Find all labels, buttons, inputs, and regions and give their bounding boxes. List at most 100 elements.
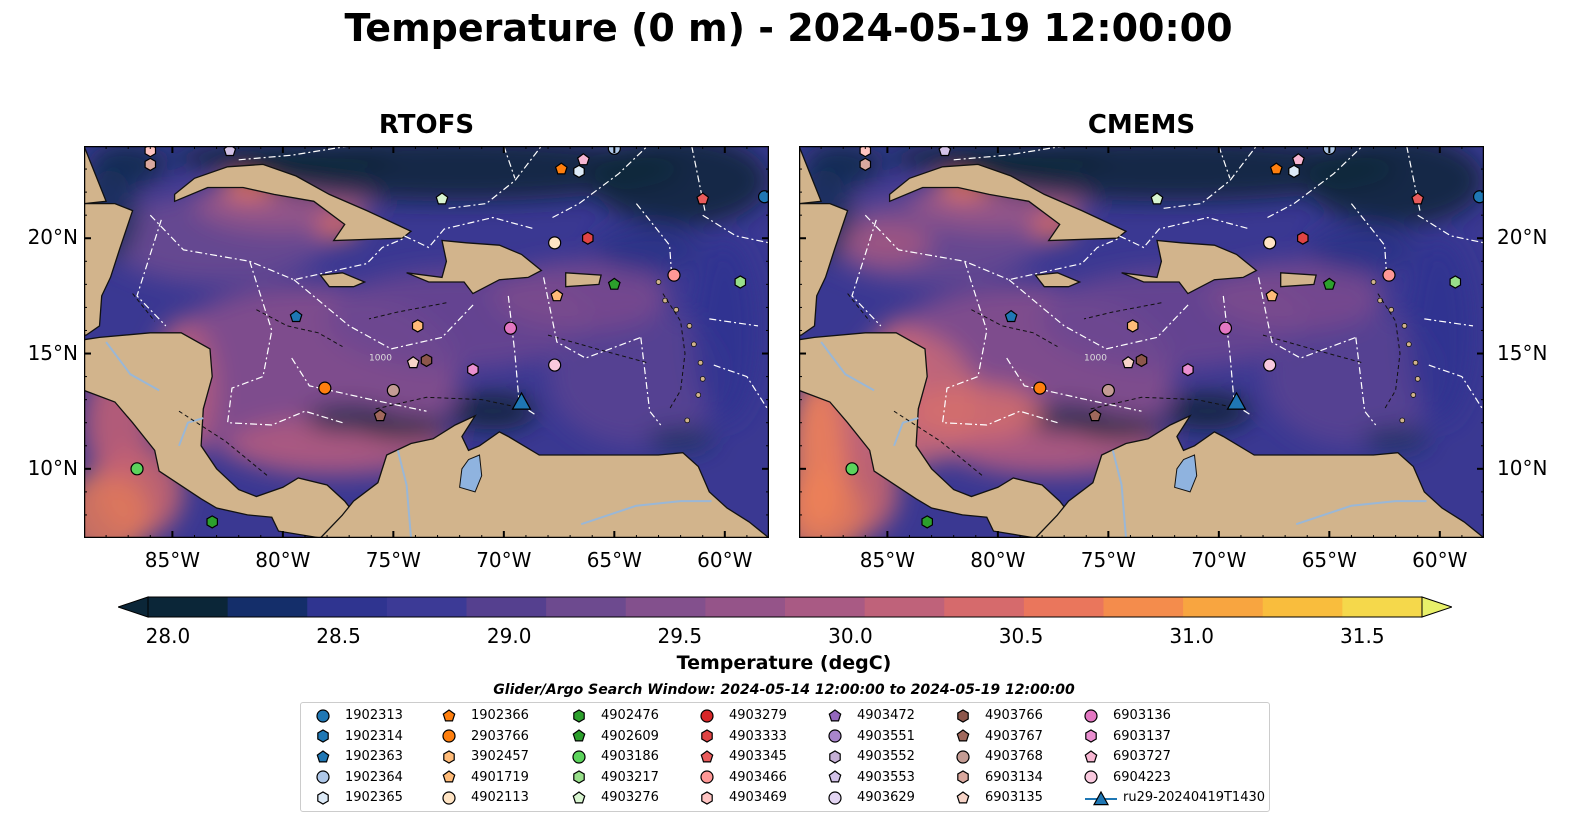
marker-2903766 xyxy=(1033,381,1047,395)
eez-boundary xyxy=(149,214,405,281)
marker-6903135 xyxy=(1121,356,1135,369)
legend-marker-hexagon-icon xyxy=(443,749,455,764)
colorbar-segment xyxy=(864,597,945,617)
lat-tick-right: 10°N xyxy=(1497,455,1548,480)
marker-4903766 xyxy=(420,353,433,368)
marker-ru29-20240419T1430 xyxy=(1226,391,1247,410)
lat-tick-right: 15°N xyxy=(1497,340,1548,365)
marker-1902363 xyxy=(1004,309,1018,323)
lon-tick-right: 85°W xyxy=(859,548,915,572)
legend-label: 4903551 xyxy=(857,728,915,744)
marker-4903186 xyxy=(845,462,859,476)
land-north-america xyxy=(799,146,849,336)
land-hispaniola xyxy=(406,239,543,295)
land-yucatan-extra xyxy=(84,146,108,205)
legend-entry: 1902313 xyxy=(315,705,403,726)
legend-label: 4903217 xyxy=(601,769,659,785)
bathymetry-contour xyxy=(368,302,447,320)
colorbar xyxy=(118,596,1452,618)
colorbar-tick-label: 29.5 xyxy=(657,624,703,648)
eez-boundary xyxy=(448,146,542,209)
bathymetry-contour xyxy=(256,309,343,348)
marker-4903333 xyxy=(582,231,594,245)
marker-4901719 xyxy=(550,289,564,302)
land-south-america xyxy=(84,414,769,538)
bathymetry-contour xyxy=(1090,396,1231,410)
colorbar-tick-label: 30.0 xyxy=(828,624,873,648)
platform-markers xyxy=(845,146,1484,529)
marker-4902113 xyxy=(1263,236,1277,250)
bathymetry-contour xyxy=(893,410,983,477)
lon-tick-left: 70°W xyxy=(476,548,532,572)
legend-entry: 1902364 xyxy=(315,767,403,788)
colorbar-segment xyxy=(705,597,786,617)
legend-marker-circle-icon xyxy=(316,708,330,723)
marker-1902366 xyxy=(1269,162,1283,175)
marker-4903768 xyxy=(1101,383,1115,398)
marker-4902609 xyxy=(1322,277,1336,290)
eez-boundary xyxy=(713,364,769,412)
legend-entry: 4903552 xyxy=(827,746,915,767)
map-frame xyxy=(84,146,769,538)
eez-boundary xyxy=(226,261,343,426)
island xyxy=(695,392,702,398)
legend-entry: 4903217 xyxy=(571,767,659,788)
marker-1902365 xyxy=(1288,164,1300,179)
legend-label: 1902314 xyxy=(345,728,403,744)
legend-label: 4902476 xyxy=(601,708,659,723)
marker-2903766 xyxy=(318,381,332,395)
lat-tick-left: 15°N xyxy=(27,340,78,365)
land-central-america xyxy=(84,332,355,538)
bathymetry-contour xyxy=(547,334,648,364)
legend-entry: 4903629 xyxy=(827,787,915,808)
colorbar-segment xyxy=(1103,597,1184,617)
marker-4903186 xyxy=(130,462,144,476)
eez-boundary xyxy=(709,318,759,327)
map-panel-cmems: 1000 xyxy=(799,146,1484,538)
eez-boundary xyxy=(691,146,706,211)
colorbar-tick-label: 31.5 xyxy=(1340,624,1385,648)
land-jamaica xyxy=(1034,272,1082,288)
eez-boundary xyxy=(1355,337,1377,426)
eez-boundary xyxy=(1424,318,1474,327)
legend-marker-hexagon-icon xyxy=(1085,729,1097,743)
legend: 1902313 1902314 1902363 1902364 1902365 19023… xyxy=(300,702,1270,812)
eez-boundary xyxy=(1258,277,1357,359)
legend-label: 4903186 xyxy=(601,749,659,764)
panel-title-rtofs: RTOFS xyxy=(378,110,475,140)
marker-4903553 xyxy=(938,146,952,157)
marker-4903276 xyxy=(435,192,449,205)
eez-boundary xyxy=(293,279,476,350)
island xyxy=(655,279,662,285)
legend-entry: 4903469 xyxy=(699,787,787,808)
legend-marker-circle-icon xyxy=(1084,770,1098,784)
colorbar-max-extend xyxy=(1421,596,1452,618)
marker-4903217 xyxy=(734,275,747,289)
eez-boundary xyxy=(291,357,427,412)
land-cuba xyxy=(888,163,1128,242)
marker-4902609 xyxy=(607,277,621,290)
legend-label: 6903137 xyxy=(1113,728,1171,744)
colorbar-segment xyxy=(944,597,1025,617)
land-north-america xyxy=(84,146,134,336)
lake-maracaibo xyxy=(459,454,483,493)
marker-6903136 xyxy=(503,321,518,335)
colorbar-segment xyxy=(466,597,547,617)
legend-label: 4903279 xyxy=(729,708,787,723)
legend-marker-pentagon-icon xyxy=(956,790,970,803)
colorbar-segment xyxy=(1183,597,1264,617)
legend-marker-circle-icon xyxy=(442,729,456,743)
legend-label: 4903466 xyxy=(729,769,787,785)
marker-4902476 xyxy=(206,515,218,529)
legend-entry: 4903768 xyxy=(955,746,1043,767)
legend-entry: 6903137 xyxy=(1083,726,1171,747)
lat-tick-left: 10°N xyxy=(27,455,78,480)
colorbar-segment xyxy=(386,597,467,617)
legend-marker-hexagon-icon xyxy=(701,729,713,743)
eez-boundary xyxy=(1350,203,1388,278)
legend-label: 4903333 xyxy=(729,728,787,744)
eez-boundary xyxy=(503,146,516,179)
legend-marker-hexagon-icon xyxy=(317,790,329,805)
land-jamaica xyxy=(319,272,367,288)
lake-maracaibo xyxy=(1174,454,1198,493)
